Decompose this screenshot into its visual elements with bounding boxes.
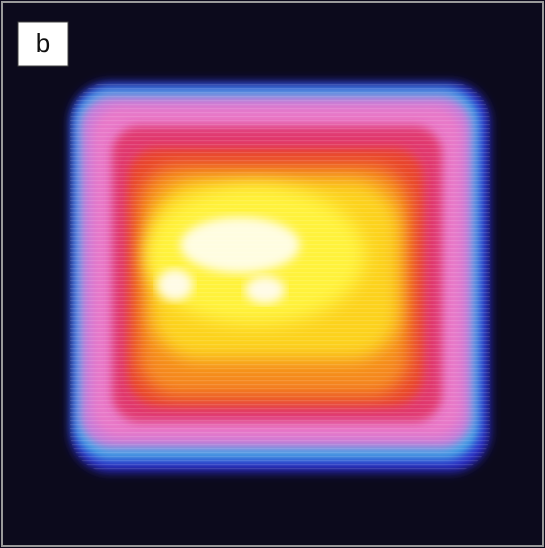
label-text: b (36, 28, 50, 58)
panel-label: b (17, 21, 69, 67)
heat-region (70, 82, 490, 472)
label-box (17, 21, 69, 67)
scanlines (70, 82, 490, 472)
